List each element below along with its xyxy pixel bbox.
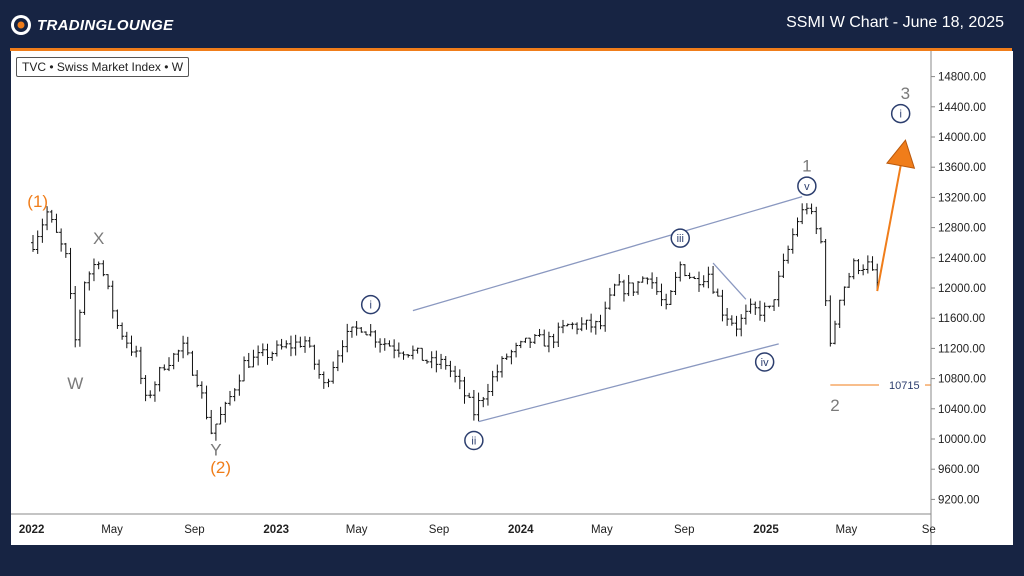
y-tick-label: 12000.00 [938, 283, 986, 295]
y-tick-label: 9600.00 [938, 464, 980, 476]
y-tick-label: 13200.00 [938, 192, 986, 204]
analysis-overlay: 10715 [412, 139, 931, 423]
ohlc-bars [31, 203, 880, 441]
wave-label-circle [464, 430, 484, 451]
header-bar: TRADINGLOUNGE SSMI W Chart - June 18, 20… [0, 0, 1024, 48]
y-tick-label: 14800.00 [938, 72, 986, 84]
y-tick-label: 12800.00 [938, 223, 986, 235]
x-tick-label: 2024 [508, 524, 534, 536]
wave-label: v [804, 181, 810, 193]
channel-line [412, 196, 803, 312]
x-tick-label: May [591, 524, 613, 536]
x-tick-label: 2025 [753, 524, 779, 536]
x-tick-label: Sep [674, 524, 694, 536]
wave-label: ii [471, 436, 476, 448]
wave-label: X [93, 229, 104, 248]
x-tick-label: May [346, 524, 368, 536]
wave-label-circle [890, 103, 911, 124]
chart-panel[interactable]: 10715 (1) X W Y (2) i ii iii iv 1 v 2 3 i 9200.00 9600… [11, 51, 1013, 545]
x-tick-label: Sep [429, 524, 449, 536]
brand-name: TRADINGLOUNGE [37, 16, 174, 34]
wave-label: iv [761, 357, 769, 369]
support-level-label: 10715 [889, 380, 920, 392]
wave-label: Y [210, 441, 221, 460]
x-tick-label: Se [922, 524, 936, 536]
y-tick-label: 14400.00 [938, 102, 986, 114]
x-tick-label: 2022 [19, 524, 45, 536]
wave-label: i [369, 300, 371, 312]
y-tick-label: 13600.00 [938, 162, 986, 174]
channel-line [478, 343, 779, 423]
y-tick-label: 12400.00 [938, 253, 986, 265]
brand-divider [10, 48, 1012, 51]
wave-label-circle [754, 352, 775, 372]
projection-arrow-head [885, 139, 916, 169]
y-tick-label: 11200.00 [938, 343, 985, 355]
page-title: SSMI W Chart - June 18, 2025 [786, 14, 1004, 31]
wave-label-circle [797, 176, 817, 196]
wave-label: 1 [802, 157, 811, 176]
wave-label: 3 [901, 84, 910, 103]
wave-label: iii [677, 233, 684, 245]
wave-label-circle [670, 228, 690, 248]
y-tick-label: 10000.00 [938, 434, 986, 446]
y-tick-label: 11600.00 [938, 313, 985, 325]
price-axis[interactable]: 9200.00 9600.00 10000.00 10400.00 10800.00 11… [931, 72, 986, 507]
y-tick-label: 9200.00 [938, 494, 980, 506]
wave-label: (2) [210, 458, 231, 477]
brand-mark-icon [11, 15, 31, 35]
x-tick-label: 2023 [263, 524, 289, 536]
channel-line [712, 262, 747, 300]
x-tick-label: May [101, 524, 123, 536]
y-tick-label: 10800.00 [938, 374, 986, 386]
y-tick-label: 10400.00 [938, 404, 986, 416]
brand-logo: TRADINGLOUNGE [10, 12, 173, 38]
wave-label: i [899, 109, 901, 121]
wave-label: 2 [830, 396, 839, 415]
x-tick-label: Sep [184, 524, 204, 536]
symbol-label[interactable]: TVC • Swiss Market Index • W [16, 57, 190, 77]
wave-label: W [67, 374, 83, 393]
x-tick-label: May [836, 524, 858, 536]
wave-label-circle [360, 294, 381, 315]
y-tick-label: 14000.00 [938, 132, 986, 144]
projection-arrow-line [876, 165, 902, 292]
wave-label: (1) [27, 192, 48, 211]
time-axis[interactable]: 2022 May Sep 2023 May Sep 2024 May Sep 2025 May Se [19, 524, 936, 536]
